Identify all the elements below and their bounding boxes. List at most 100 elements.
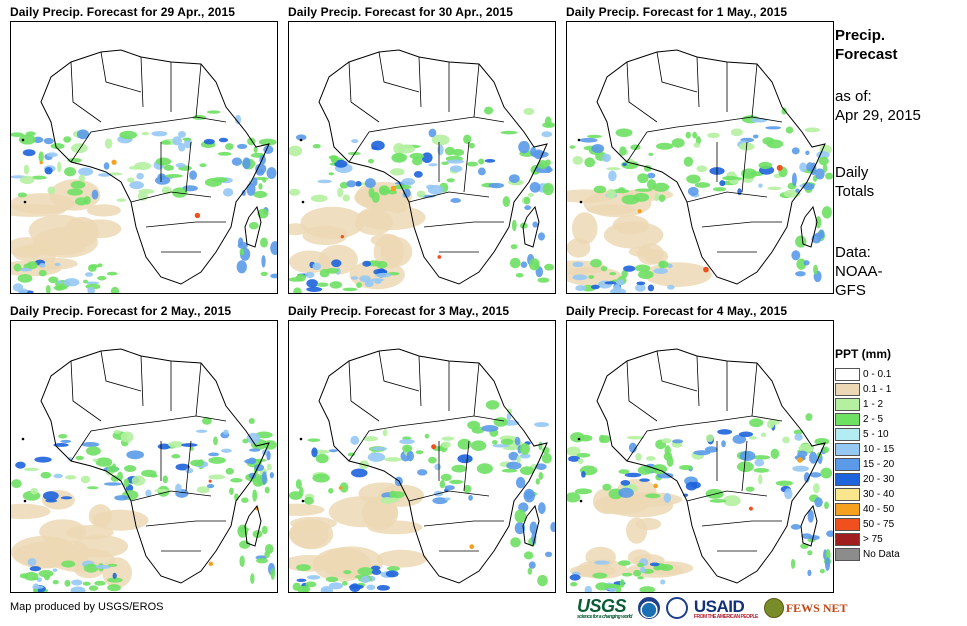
rain-cell: [523, 107, 535, 116]
rain-cell: [60, 439, 72, 443]
rain-cell: [635, 453, 642, 461]
precip-map: [566, 320, 834, 593]
country-border: [696, 355, 700, 407]
country-border: [70, 425, 122, 462]
rain-cell: [515, 273, 524, 278]
rain-cell: [222, 188, 234, 197]
rain-cell: [181, 443, 198, 447]
rain-cell: [509, 257, 521, 269]
rain-cell: [258, 138, 277, 146]
rain-cell: [449, 165, 463, 173]
rain-cell: [175, 483, 182, 494]
heavy-rain-spot: [194, 212, 201, 219]
rain-cell: [604, 281, 617, 285]
rain-cell: [450, 198, 461, 203]
rain-cell: [292, 582, 301, 591]
rain-cell: [818, 156, 829, 166]
rain-cell: [390, 168, 405, 176]
rain-cell: [317, 179, 332, 184]
rain-cell: [248, 418, 255, 424]
precip-map: [288, 320, 556, 593]
dry-area: [11, 204, 66, 217]
country-border: [473, 63, 480, 118]
rain-cell: [261, 471, 267, 485]
rain-cell: [86, 281, 100, 285]
rain-cell: [163, 164, 174, 171]
rain-cell: [246, 432, 261, 444]
rain-cell: [231, 157, 243, 166]
rain-cell: [428, 163, 438, 167]
rain-cell: [208, 452, 220, 457]
rain-cell: [262, 440, 277, 450]
rain-cell: [802, 183, 815, 191]
country-border: [120, 116, 227, 128]
rain-cell: [696, 165, 708, 173]
rain-cell: [85, 446, 101, 456]
rain-cell: [44, 166, 53, 175]
rain-cell: [397, 144, 415, 154]
rain-cell: [371, 278, 384, 282]
map-credit: Map produced by USGS/EROS: [10, 601, 164, 613]
country-border: [195, 362, 202, 417]
rain-cell: [722, 175, 739, 181]
rain-cell: [432, 497, 448, 505]
rain-cell: [527, 192, 534, 197]
rain-cell: [221, 448, 232, 453]
africa-outline: [318, 348, 548, 584]
rain-cell: [449, 479, 464, 485]
dry-area: [361, 496, 399, 531]
rain-cell: [424, 433, 430, 439]
rain-cell: [488, 182, 505, 189]
rain-cell: [739, 450, 756, 461]
rain-cell: [38, 269, 47, 277]
rain-cell: [199, 163, 207, 168]
rain-cell: [709, 498, 727, 503]
legend-swatch: [835, 368, 860, 381]
rain-cell: [384, 457, 402, 462]
rain-cell: [11, 479, 22, 488]
rain-cell: [328, 582, 344, 590]
country-border: [656, 51, 698, 93]
rain-cell: [63, 136, 72, 143]
rain-cell: [587, 134, 603, 139]
rain-cell: [15, 461, 26, 469]
rain-cell: [732, 434, 747, 444]
rain-cell: [328, 488, 334, 494]
rain-cell: [608, 170, 617, 182]
rain-cell: [652, 182, 670, 192]
rain-cell: [83, 563, 99, 573]
rain-cell: [814, 437, 830, 446]
panel-title: Daily Precip. Forecast for 4 May., 2015: [566, 304, 788, 318]
rain-cell: [592, 572, 608, 579]
rain-cell: [323, 588, 328, 592]
heavy-rain-spot: [340, 234, 344, 239]
rain-cell: [492, 444, 510, 448]
rain-cell: [88, 585, 99, 591]
rain-cell: [252, 177, 258, 187]
rain-cell: [484, 106, 494, 115]
rain-cell: [42, 491, 59, 501]
legend-label: No Data: [863, 549, 900, 560]
rain-cell: [784, 488, 793, 500]
rain-cell: [493, 417, 508, 427]
country-border: [398, 116, 505, 128]
africa-outline: [40, 49, 270, 285]
rain-cell: [537, 277, 550, 283]
rain-cell: [519, 453, 531, 459]
rain-cell: [328, 172, 335, 176]
rain-cell: [212, 176, 228, 183]
rain-cell: [351, 139, 359, 144]
rain-cell: [362, 260, 372, 267]
rain-cell: [754, 458, 765, 467]
country-border: [145, 221, 226, 228]
rain-cell: [391, 152, 407, 163]
country-border: [626, 126, 678, 163]
rain-cell: [485, 400, 500, 410]
panel-title: Daily Precip. Forecast for 1 May., 2015: [566, 5, 788, 19]
rain-cell: [601, 153, 612, 163]
rain-cell: [367, 158, 375, 164]
rain-cell: [53, 443, 69, 447]
rain-cell: [730, 128, 743, 137]
dry-area: [571, 212, 598, 245]
rain-cell: [206, 110, 221, 114]
